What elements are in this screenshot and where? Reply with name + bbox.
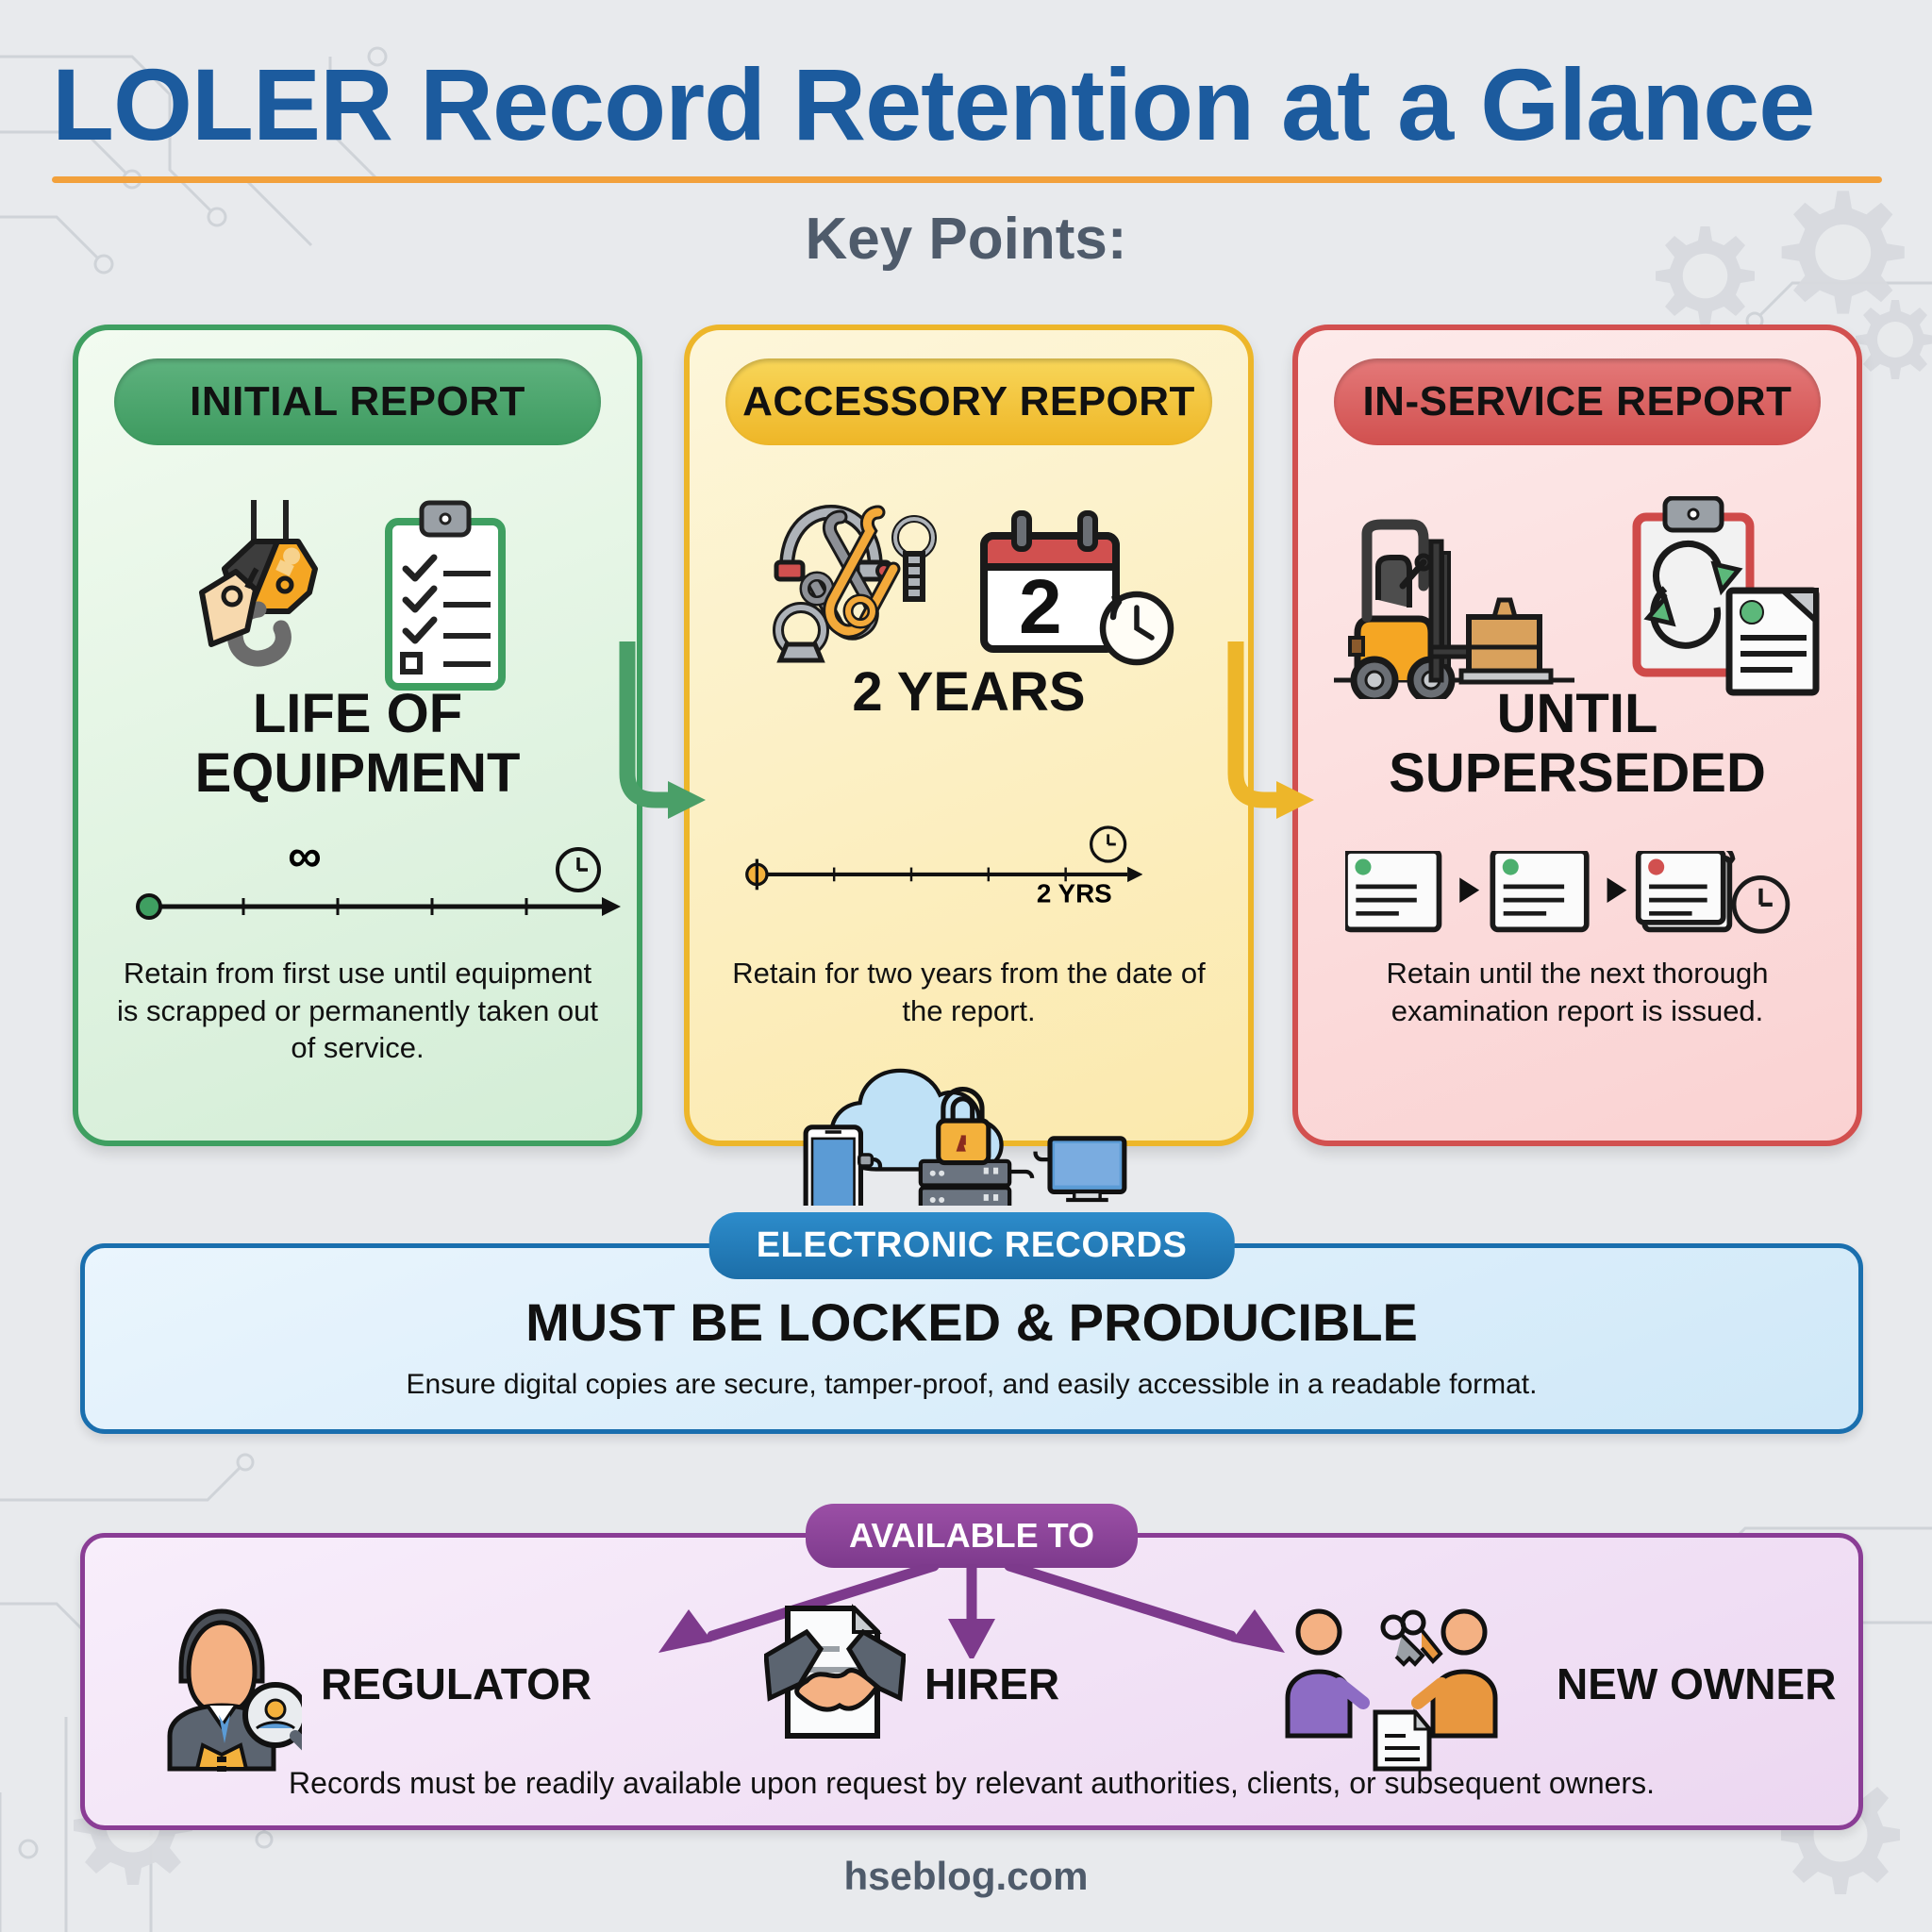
svg-text:2 YRS: 2 YRS [1037, 878, 1112, 904]
svg-text:2: 2 [1019, 564, 1062, 650]
svg-text:∞: ∞ [288, 839, 322, 882]
